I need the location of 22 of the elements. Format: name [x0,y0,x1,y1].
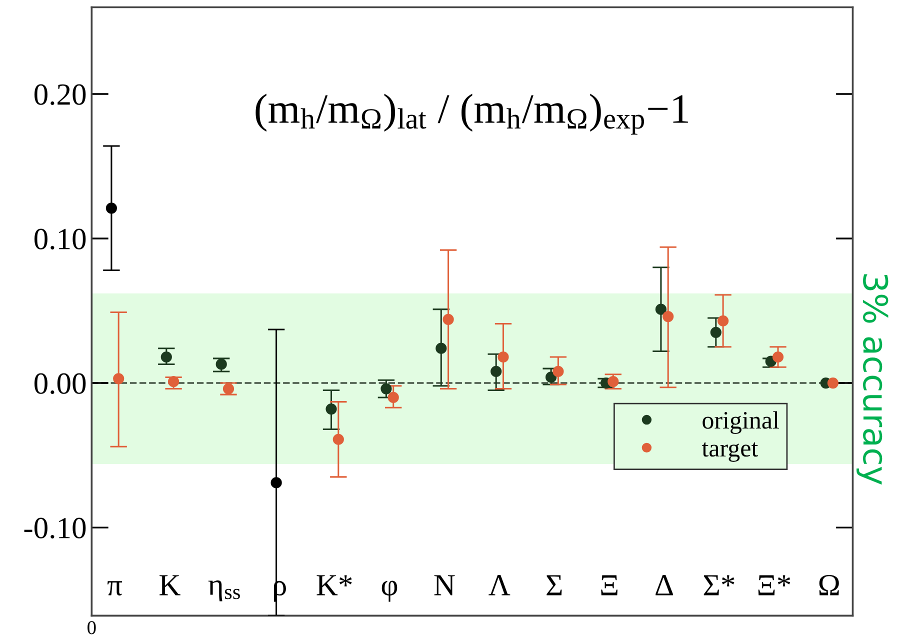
x-tick-label: Ξ* [758,575,790,596]
band-label: 3% accuracy [856,274,888,485]
x-tick-label: Σ* [704,575,734,596]
y-tick-label: -0.10 [24,518,86,539]
y-tick-label: 0.00 [34,373,86,394]
x-tick-label: η$_{ss}$ [208,580,240,602]
x-tick-label: Ω [819,574,839,596]
y-tick-label: 0.20 [34,84,86,106]
x-tick-label: Ξ [601,575,618,596]
legend-label: target [702,442,758,462]
x-tick-label: φ [382,580,398,602]
x-tick-label: π [107,581,122,596]
x-tick-label: Σ [546,575,562,596]
x-tick-label: K [160,575,180,596]
x-tick-label: Δ [656,575,673,596]
legend-label: original [702,411,779,434]
x-tick-label: K* [316,575,352,596]
x-tick-label: N [434,575,455,596]
x-axis-title: 0 [88,621,96,634]
y-tick-label: 0.10 [34,228,86,250]
x-tick-label: Λ [488,575,510,596]
chart-title: (m$_{h}$/m$_{Ω}$)$_{lat}$ / (m$_{h}$/m$_{Ω}$)$_{exp}$−1 [256,94,688,135]
